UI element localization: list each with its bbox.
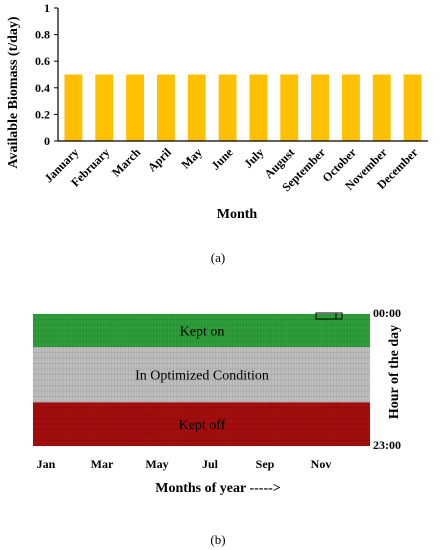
bar-december — [403, 74, 422, 141]
y-tick-label: 0 — [44, 134, 50, 148]
marker-box — [315, 312, 343, 320]
bars-group — [64, 74, 422, 141]
x-tick-label: July — [241, 145, 266, 170]
y-tick-label: 0.2 — [35, 107, 50, 121]
x-tick-label: June — [208, 145, 236, 173]
band-label: Kept off — [179, 418, 226, 433]
x-tick-label: April — [145, 145, 175, 175]
x-tick-label: Jan — [37, 457, 56, 471]
bar-march — [126, 74, 145, 141]
bar-july — [249, 74, 268, 141]
y-tick-label: 0.8 — [35, 28, 50, 42]
x-tick-label: Jul — [202, 457, 219, 471]
bar-may — [187, 74, 206, 141]
x-tick-label: Mar — [91, 457, 114, 471]
y-axis-title: Hour of the day — [387, 325, 402, 419]
band-kept-on — [33, 314, 370, 347]
y-axis-title: Available Biomass (t/day) — [6, 16, 21, 169]
x-axis-title: Month — [217, 207, 258, 222]
panel-label-b: (b) — [210, 532, 225, 547]
bar-january — [64, 74, 83, 141]
bar-april — [156, 74, 175, 141]
x-tick-label: Sep — [256, 457, 275, 471]
bar-february — [95, 74, 114, 141]
x-tick-label: March — [109, 145, 143, 179]
x-tick-label: May — [178, 145, 204, 171]
y-tick-top: 00:00 — [373, 306, 401, 320]
y-tick-bottom: 23:00 — [373, 438, 401, 452]
y-tick-label: 0.6 — [35, 54, 50, 68]
band-group — [33, 314, 370, 446]
x-tick-label: May — [145, 457, 168, 471]
band-in-optimized-condition — [33, 347, 370, 403]
x-tick-label: Nov — [311, 457, 332, 471]
y-tick-label: 1 — [44, 1, 50, 15]
operation-schedule-heatmap: Jan Mar May Jul Sep Nov 00:00 23:00 Hour of t… — [32, 306, 402, 547]
heatmap-grid — [32, 313, 371, 447]
bar-june — [218, 74, 237, 141]
y-tick-label: 0.4 — [35, 81, 50, 95]
x-axis-title: Months of year -----> — [155, 481, 281, 496]
panel-label-a: (a) — [211, 250, 225, 265]
bar-september — [311, 74, 330, 141]
bar-august — [280, 74, 299, 141]
band-label: Kept on — [180, 325, 225, 340]
band-label: In Optimized Condition — [135, 369, 269, 384]
band-kept-off — [33, 402, 370, 446]
bar-october — [341, 74, 360, 141]
y-tick-labels: 0 0.2 0.4 0.6 0.8 1 — [35, 1, 58, 148]
x-tick-labels: Jan Mar May Jul Sep Nov — [37, 457, 332, 471]
bar-november — [372, 74, 391, 141]
